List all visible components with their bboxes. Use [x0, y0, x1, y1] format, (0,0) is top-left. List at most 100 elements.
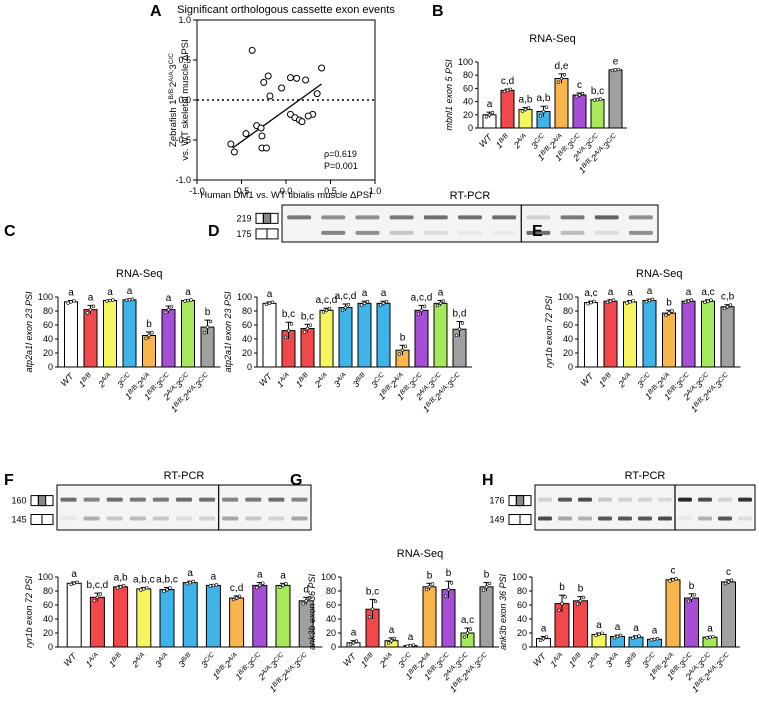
chart-D-replicate-dot: [457, 327, 462, 331]
geno-sup: B/B: [497, 132, 510, 145]
chart-B-replicate-dot: [598, 97, 603, 101]
chart-G-replicate-dot: [449, 581, 454, 585]
chart-D-replicate-dot: [308, 323, 313, 327]
chart-F-category-label: 3B/B: [176, 651, 195, 670]
gel-H-upper-band: [658, 497, 672, 502]
chart-C-ytick-label: 100: [38, 292, 53, 302]
panel-label-D: D: [208, 223, 220, 240]
chart-E-replicate-dot: [709, 298, 713, 302]
chart-B-stat-letter: a,b: [537, 93, 551, 104]
chart-F-replicate-dot: [284, 582, 288, 586]
chart-A-ytick-label: -0.5: [175, 135, 191, 145]
chart-G-replicate-dot: [354, 639, 359, 643]
chart-F-replicate-dot: [72, 581, 76, 585]
chart-G-stat-letter: a,c: [461, 615, 474, 626]
chart-E-replicate-dot: [706, 299, 710, 303]
chart-H-ytick-label: 100: [512, 572, 527, 582]
geno-num: 1: [421, 404, 432, 415]
chart-H-bar: [573, 600, 588, 648]
chart-H-replicate-dot: [671, 578, 675, 582]
chart-G-replicate-dot: [427, 585, 432, 589]
geno-num: 2: [161, 392, 172, 403]
chart-F-replicate-dot: [185, 582, 189, 586]
geno-sup: C/C: [678, 371, 691, 384]
gel-H-frame: [534, 484, 756, 531]
chart-C-ytick-label: 40: [43, 334, 53, 344]
chart-D-replicate-dot: [305, 326, 310, 331]
chart-D-replicate-dot: [362, 301, 367, 305]
chart-H-replicate-dot: [705, 636, 709, 640]
geno-num: 2: [588, 153, 599, 164]
chart-H-ytick-label: 20: [517, 628, 527, 638]
chart-A-ytick-label: 1.0: [178, 15, 191, 25]
chart-A-point: [313, 90, 321, 98]
chart-B-title: RNA-Seq: [529, 33, 575, 45]
chart-E-stat-letter: a: [627, 288, 633, 299]
chart-E-replicate-dot: [689, 298, 694, 302]
gel-H-lower-band: [678, 516, 692, 521]
chart-G-replicate-dot: [348, 642, 353, 647]
chart-F-replicate-dot: [281, 583, 285, 588]
chart-F-stat-letter: b,c,d: [87, 580, 109, 591]
gel-H-upper-band: [598, 497, 612, 502]
geno-num: 3: [696, 659, 707, 670]
chart-F-replicate-dot: [191, 579, 195, 584]
chart-E-replicate-dot: [592, 299, 596, 304]
chart-D-bar: [376, 302, 391, 368]
gel-F-upper-band: [175, 497, 193, 502]
chart-B-replicate-dot: [502, 89, 507, 94]
chart-B-replicate-dot: [613, 68, 618, 72]
chart-H-category-label: 1B/B;2A/A;3C/C: [690, 651, 734, 695]
geno-num: 2: [440, 672, 451, 683]
chart-G-replicate-dot: [351, 641, 356, 645]
chart-D-replicate-dot: [403, 344, 408, 348]
geno-num: 1: [233, 672, 244, 683]
geno-num: 2: [700, 392, 711, 403]
geno-sup: C/C: [681, 651, 694, 664]
chart-D-bar: [319, 309, 334, 368]
geno-num: 3: [426, 379, 437, 390]
gel-H-lower-band: [558, 516, 572, 521]
chart-B-replicate-dot: [487, 113, 492, 117]
chart-D-replicate-dot: [400, 348, 405, 352]
gel-D-upper-band: [287, 215, 312, 220]
chart-E-stat-letter: a: [686, 287, 692, 298]
geno-num: 1: [448, 684, 459, 695]
geno-num: 3: [622, 659, 633, 670]
gel-D-upper-band: [321, 215, 346, 220]
geno-sup: C/C: [373, 371, 386, 384]
chart-F-stat-letter: a: [187, 568, 193, 579]
chart-H-ylabel: ank3b exon 36 PSI: [498, 573, 508, 650]
chart-C-replicate-dot: [208, 319, 213, 324]
chart-E-replicate-dot: [725, 305, 730, 309]
chart-D-stat-letter: b,d: [453, 309, 467, 320]
geno-num: 3: [674, 379, 685, 390]
chart-H-stat-letter: c: [726, 567, 731, 578]
chart-E-replicate-dot: [628, 300, 632, 304]
chart-F-category-label: 3C/C: [199, 651, 218, 670]
geno-sup: C/C: [587, 132, 600, 145]
geno-num: 1: [404, 671, 415, 682]
chart-D-replicate-dot: [435, 303, 440, 308]
chart-H-stat-letter: a: [596, 620, 602, 631]
geno-sup: C/C: [197, 371, 210, 384]
chart-G-replicate-dot: [408, 643, 413, 648]
chart-E-bar: [642, 300, 657, 368]
chart-F-replicate-dot: [168, 586, 172, 590]
chart-F-ylabel: ryr1b exon 72 PSI: [24, 575, 34, 648]
chart-C-replicate-dot: [124, 298, 129, 303]
chart-H-replicate-dot: [726, 580, 731, 584]
geno-num: 1: [577, 165, 588, 176]
chart-B-stat-letter: b,c: [591, 86, 604, 97]
geno-sup: C/C: [449, 371, 462, 384]
chart-E-replicate-dot: [664, 313, 668, 318]
chart-D-stat-letter: a,c,d: [316, 295, 338, 306]
geno-num: 2: [616, 379, 627, 390]
geno-num: 1: [662, 392, 673, 403]
chart-E-ylabel: ryr1b exon 72 PSI: [544, 295, 554, 368]
gel-H-upper-band: [538, 497, 552, 502]
chart-G-replicate-dot: [446, 587, 451, 592]
chart-F-ytick-label: 40: [43, 614, 53, 624]
chart-D-ytick-label: 40: [242, 334, 252, 344]
chart-B-replicate-dot: [595, 97, 600, 102]
